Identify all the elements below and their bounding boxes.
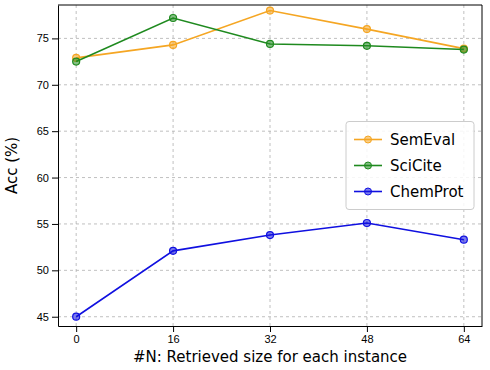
- point: [73, 58, 80, 65]
- point: [267, 40, 274, 47]
- y-tick: 50: [37, 264, 58, 276]
- y-tick: 65: [37, 125, 58, 137]
- grid-line: [270, 5, 271, 326]
- grid-line: [58, 84, 482, 85]
- tick-mark: [270, 326, 271, 332]
- tick-mark: [52, 224, 58, 225]
- x-axis-title: #N: Retrieved size for each instance: [133, 348, 407, 366]
- tick-label: 60: [37, 172, 49, 184]
- axis-line: [58, 6, 59, 327]
- tick-mark: [367, 326, 368, 332]
- x-axis: 0 16 32 48 64: [59, 326, 483, 345]
- tick-label: 32: [264, 333, 276, 345]
- point: [460, 45, 467, 52]
- grid-line: [58, 270, 482, 271]
- chart: 0 16 32 48 64 45 50 55 60 65 70 75 SemEval SciCite Che…: [0, 0, 490, 370]
- series-line: [76, 11, 464, 58]
- tick-label: 64: [458, 333, 470, 345]
- frame: [58, 5, 482, 6]
- x-tick: 48: [361, 326, 373, 345]
- point: [363, 26, 370, 33]
- y-tick: 75: [37, 32, 58, 44]
- tick-label: 55: [37, 218, 49, 230]
- tick-mark: [52, 38, 58, 39]
- tick-label: 16: [167, 333, 179, 345]
- point: [170, 41, 177, 48]
- point: [73, 313, 80, 320]
- frame: [482, 5, 483, 326]
- legend: SemEval SciCite ChemProt: [346, 122, 474, 210]
- point: [460, 236, 467, 243]
- tick-label: 0: [74, 333, 80, 345]
- y-axis-title: Acc (%): [3, 137, 21, 194]
- tick-label: 75: [37, 32, 49, 44]
- grid: [58, 5, 482, 326]
- point: [170, 14, 177, 21]
- tick-mark: [76, 326, 77, 332]
- tick-label: 45: [37, 311, 49, 323]
- point: [460, 46, 467, 53]
- grid-line: [58, 223, 482, 224]
- tick-mark: [173, 326, 174, 332]
- grid-line: [58, 316, 482, 317]
- tick-mark: [52, 178, 58, 179]
- tick-mark: [52, 85, 58, 86]
- y-tick: 45: [37, 311, 58, 323]
- point: [363, 220, 370, 227]
- plot-area: 0 16 32 48 64 45 50 55 60 65 70 75 SemEval SciCite Che…: [37, 5, 483, 345]
- legend-label: SemEval: [390, 131, 455, 149]
- tick-label: 50: [37, 264, 49, 276]
- tick-mark: [52, 270, 58, 271]
- grid-line: [173, 5, 174, 326]
- point: [170, 247, 177, 254]
- tick-mark: [52, 317, 58, 318]
- tick-label: 48: [361, 333, 373, 345]
- x-tick: 32: [264, 326, 276, 345]
- tick-label: 70: [37, 79, 49, 91]
- x-tick: 64: [458, 326, 470, 345]
- series-line: [76, 18, 464, 62]
- series-line: [76, 223, 464, 317]
- tick-mark: [464, 326, 465, 332]
- tick-label: 65: [37, 125, 49, 137]
- point: [363, 42, 370, 49]
- point: [267, 232, 274, 239]
- legend-marker: [365, 162, 372, 169]
- x-tick: 16: [167, 326, 179, 345]
- y-tick: 55: [37, 218, 58, 230]
- y-tick: 60: [37, 172, 58, 184]
- grid-line: [76, 5, 77, 326]
- point: [267, 7, 274, 14]
- tick-mark: [52, 131, 58, 132]
- series-group: [73, 7, 468, 320]
- legend-box: [346, 122, 474, 210]
- legend-marker: [365, 188, 372, 195]
- y-tick: 70: [37, 79, 58, 91]
- legend-label: ChemProt: [390, 183, 464, 201]
- y-axis: 45 50 55 60 65 70 75: [37, 6, 59, 327]
- legend-label: SciCite: [390, 157, 442, 175]
- legend-marker: [365, 136, 372, 143]
- x-tick: 0: [74, 326, 80, 345]
